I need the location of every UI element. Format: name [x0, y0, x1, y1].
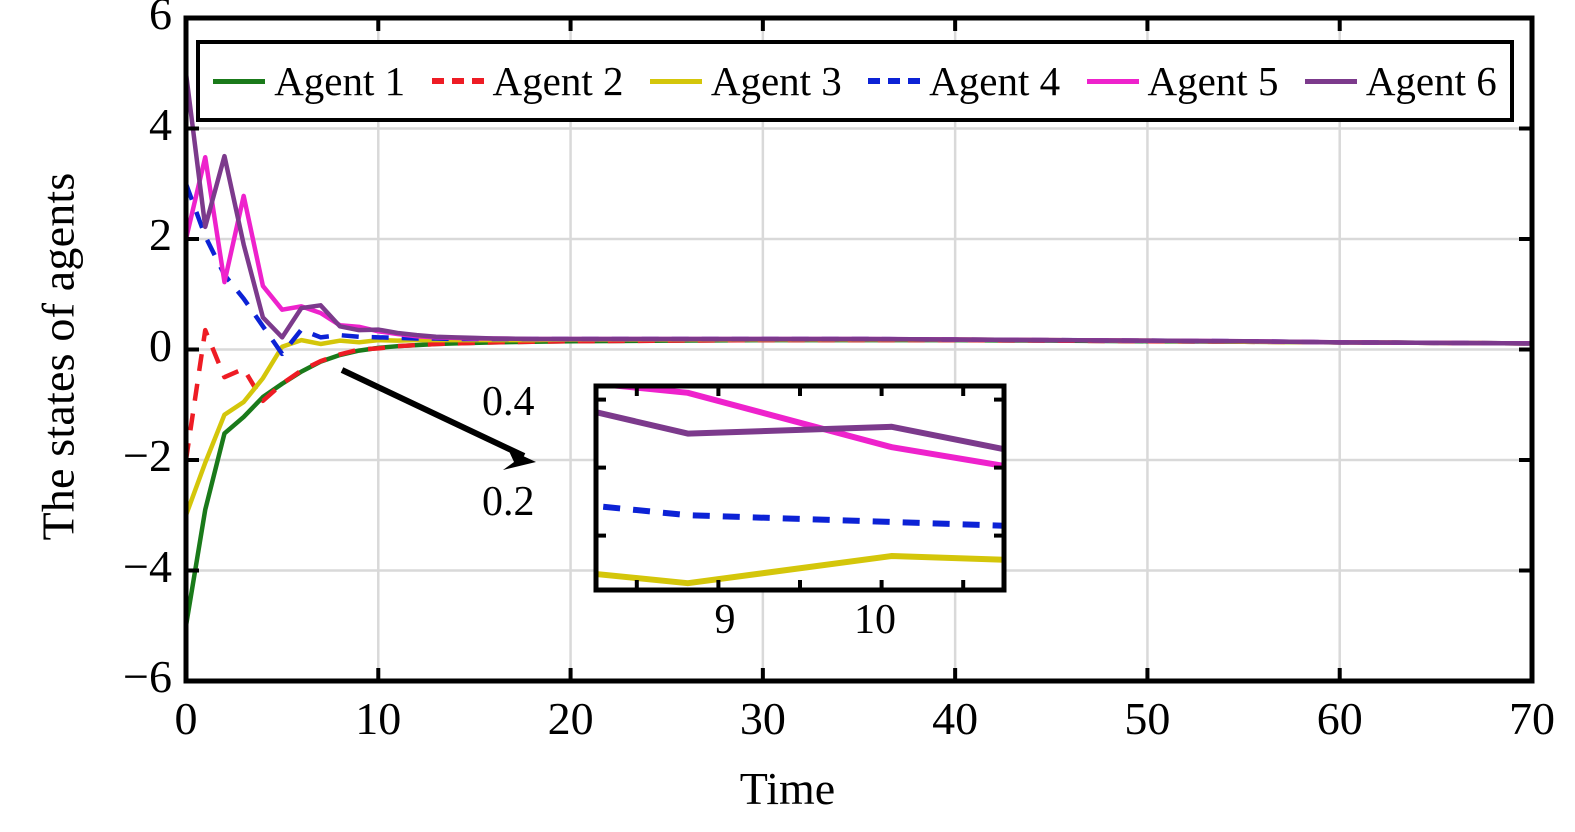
legend-line-icon — [649, 78, 702, 84]
legend-item[interactable]: Agent 2 — [431, 57, 624, 104]
inset-series-line-agent-3 — [596, 553, 1004, 587]
inset-ytick-upper: 0.4 — [482, 379, 535, 425]
inset-plot — [484, 383, 1300, 739]
inset-ytick-lower: 0.2 — [482, 479, 535, 525]
legend-label: Agent 4 — [929, 57, 1061, 104]
legend-label: Agent 6 — [1365, 57, 1497, 104]
legend-item[interactable]: Agent 5 — [1086, 57, 1279, 104]
legend-label: Agent 1 — [274, 57, 406, 104]
annotation-arrow — [340, 367, 536, 470]
inset-series-group — [484, 386, 1300, 739]
legend-label: Agent 5 — [1147, 57, 1279, 104]
data-series-group — [183, 72, 1533, 627]
legend-item[interactable]: Agent 1 — [213, 57, 406, 104]
legend-line-icon — [1086, 78, 1139, 84]
x-axis-title: Time — [739, 763, 836, 814]
inset-series-line-agent-1 — [484, 617, 1300, 739]
legend-item[interactable]: Agent 6 — [1304, 57, 1497, 104]
axes-frame — [183, 15, 1535, 684]
legend-line-icon — [868, 78, 921, 84]
series-line-agent-5 — [183, 154, 1533, 346]
legend-item[interactable]: Agent 3 — [649, 57, 842, 104]
inset-xtick-9: 9 — [714, 597, 736, 643]
legend-line-icon — [431, 78, 484, 84]
legend-label: Agent 2 — [492, 57, 624, 104]
legend: Agent 1 Agent 2 Agent 3 Agent 4 Agent 5 … — [196, 40, 1514, 122]
legend-label: Agent 3 — [710, 57, 842, 104]
series-line-agent-6 — [183, 72, 1533, 346]
legend-line-icon — [213, 78, 266, 84]
grid-lines — [186, 18, 1532, 681]
series-line-agent-4 — [183, 182, 1533, 357]
inset-series-line-agent-5 — [596, 386, 1004, 469]
inset-series-line-agent-4 — [596, 503, 1004, 529]
legend-item[interactable]: Agent 4 — [868, 57, 1061, 104]
inset-series-line-agent-2 — [484, 617, 1300, 733]
inset-series-line-agent-6 — [596, 409, 1004, 453]
legend-line-icon — [1304, 78, 1357, 84]
inset-xtick-10: 10 — [854, 597, 896, 643]
